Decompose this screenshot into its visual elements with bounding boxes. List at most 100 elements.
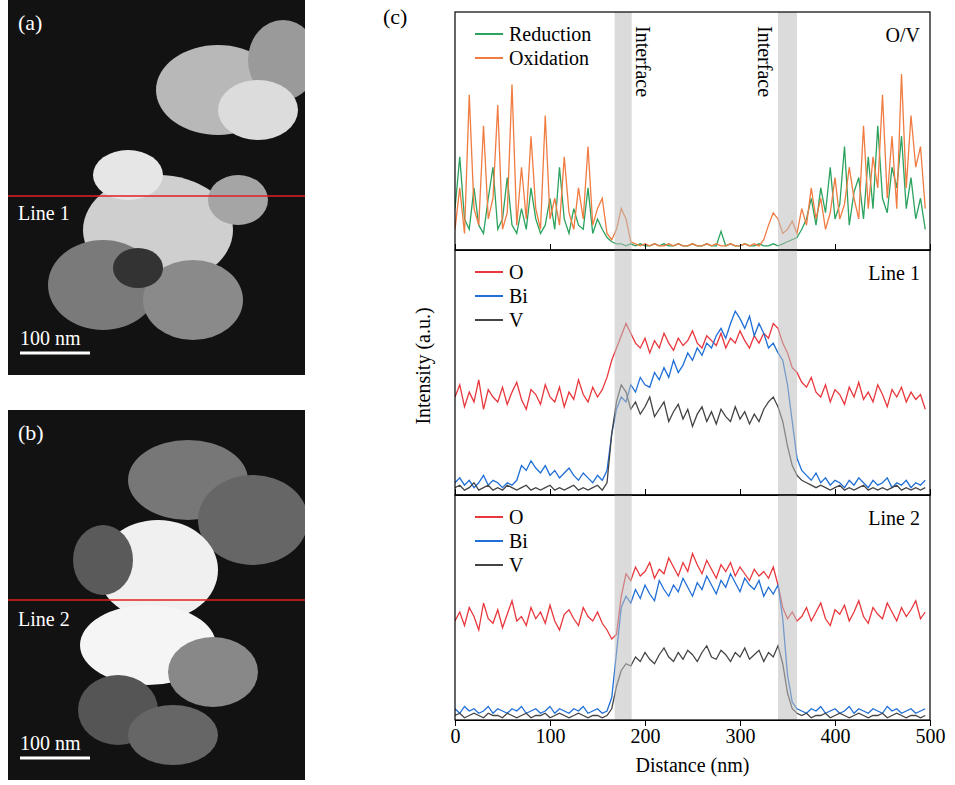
interface-band [615, 495, 632, 720]
tick [930, 489, 931, 495]
x-axis-title: Distance (nm) [636, 754, 750, 777]
legend: OBiV [475, 261, 528, 331]
tick [455, 489, 456, 495]
line-panel: Line 1Intensity (a.u.)OBiV [412, 250, 931, 496]
particles [48, 20, 305, 340]
tick-label: 300 [726, 725, 756, 747]
scale-bar [20, 352, 90, 355]
tick-mark [930, 244, 931, 250]
scale-bar-label: 100 nm [20, 327, 81, 349]
series-line [455, 385, 925, 490]
legend-label: Bi [509, 285, 528, 307]
tick: 100 [536, 720, 566, 747]
tick [645, 244, 646, 250]
tick-mark [550, 244, 551, 250]
legend-label: O [509, 506, 523, 528]
series-line [455, 646, 925, 718]
axis-line [456, 720, 931, 721]
tick [740, 244, 741, 250]
legend-label: O [509, 261, 523, 283]
tick-mark [550, 489, 551, 495]
x-axis: 0 100 200 300 400 500 [451, 720, 946, 747]
tick [835, 489, 836, 495]
series-line [455, 311, 925, 487]
line-label: Line 2 [18, 608, 70, 630]
scale-bar-label: 100 nm [20, 732, 81, 754]
legend-swatch [475, 271, 503, 273]
line-panel: Interface Interface O/V (c) ReductionOxidati… [383, 4, 931, 251]
tick-label: 400 [821, 725, 851, 747]
tick-label: 0 [451, 725, 461, 747]
legend-swatch [475, 564, 503, 566]
plot-frame [455, 250, 930, 495]
plot-frame [455, 12, 930, 250]
tick [930, 244, 931, 250]
interface-band [778, 495, 797, 720]
tick [550, 244, 551, 250]
tick-mark [645, 489, 646, 495]
legend-label: Bi [509, 530, 528, 552]
figure: (a)Line 1100 nm(b)Line 2100 nmInterfaceI… [0, 0, 955, 785]
tick-label: 200 [631, 725, 661, 747]
image-panel: (a) Line 1 100 nm [8, 0, 318, 375]
particles [73, 440, 305, 765]
particle [73, 525, 133, 595]
legend-label: V [509, 554, 524, 576]
tick-mark [835, 489, 836, 495]
panel-letter: (c) [383, 4, 407, 29]
plot-area [455, 250, 925, 495]
tick: 200 [631, 720, 661, 747]
interface-band [778, 250, 797, 495]
annotation: Interface [632, 26, 654, 97]
particle [208, 175, 268, 225]
particle [198, 475, 305, 565]
tick-mark [740, 244, 741, 250]
legend-label: Reduction [509, 23, 591, 45]
line-label: Line 1 [18, 202, 70, 224]
interface-band [615, 12, 632, 250]
annotation: Interface [754, 26, 776, 97]
image-background [8, 410, 305, 780]
tick-mark [645, 244, 646, 250]
interface-band [778, 12, 797, 250]
tick [740, 489, 741, 495]
tick-label: 100 [536, 725, 566, 747]
series-line [455, 126, 925, 246]
legend: OBiV [475, 506, 528, 576]
series-line [455, 574, 925, 714]
series-line [455, 554, 925, 640]
particle [128, 705, 218, 765]
line-panel: 0 100 200 300 400 500 Line 2 Distance (nm) OBiV [451, 495, 946, 777]
particle [93, 150, 163, 200]
plot-area [455, 12, 925, 250]
image-panel: (b)Line 2100 nm [8, 410, 308, 780]
plot-frame [455, 495, 930, 720]
legend-swatch [475, 295, 503, 297]
tick-label: 500 [916, 725, 946, 747]
scale-bar [20, 757, 90, 760]
scan-line [8, 195, 305, 197]
scan-line [8, 599, 305, 601]
panel-title: O/V [886, 24, 921, 46]
legend-swatch [475, 516, 503, 518]
plot-area [455, 495, 925, 720]
particle [218, 80, 298, 140]
legend-label: V [509, 309, 524, 331]
legend-swatch [475, 57, 503, 59]
tick-mark [930, 489, 931, 495]
panel-title: Line 2 [868, 507, 920, 529]
legend-swatch [475, 540, 503, 542]
y-axis-title: Intensity (a.u.) [412, 307, 435, 424]
tick-mark [455, 489, 456, 495]
legend-label: Oxidation [509, 47, 589, 69]
tick-mark [740, 489, 741, 495]
legend: ReductionOxidation [475, 23, 591, 69]
tick [550, 489, 551, 495]
tick: 0 [451, 720, 461, 747]
tick: 500 [916, 720, 946, 747]
particle [113, 248, 163, 288]
panel-letter: (a) [18, 10, 42, 35]
legend-swatch [475, 33, 503, 35]
tick [645, 489, 646, 495]
interface-band [615, 250, 632, 495]
